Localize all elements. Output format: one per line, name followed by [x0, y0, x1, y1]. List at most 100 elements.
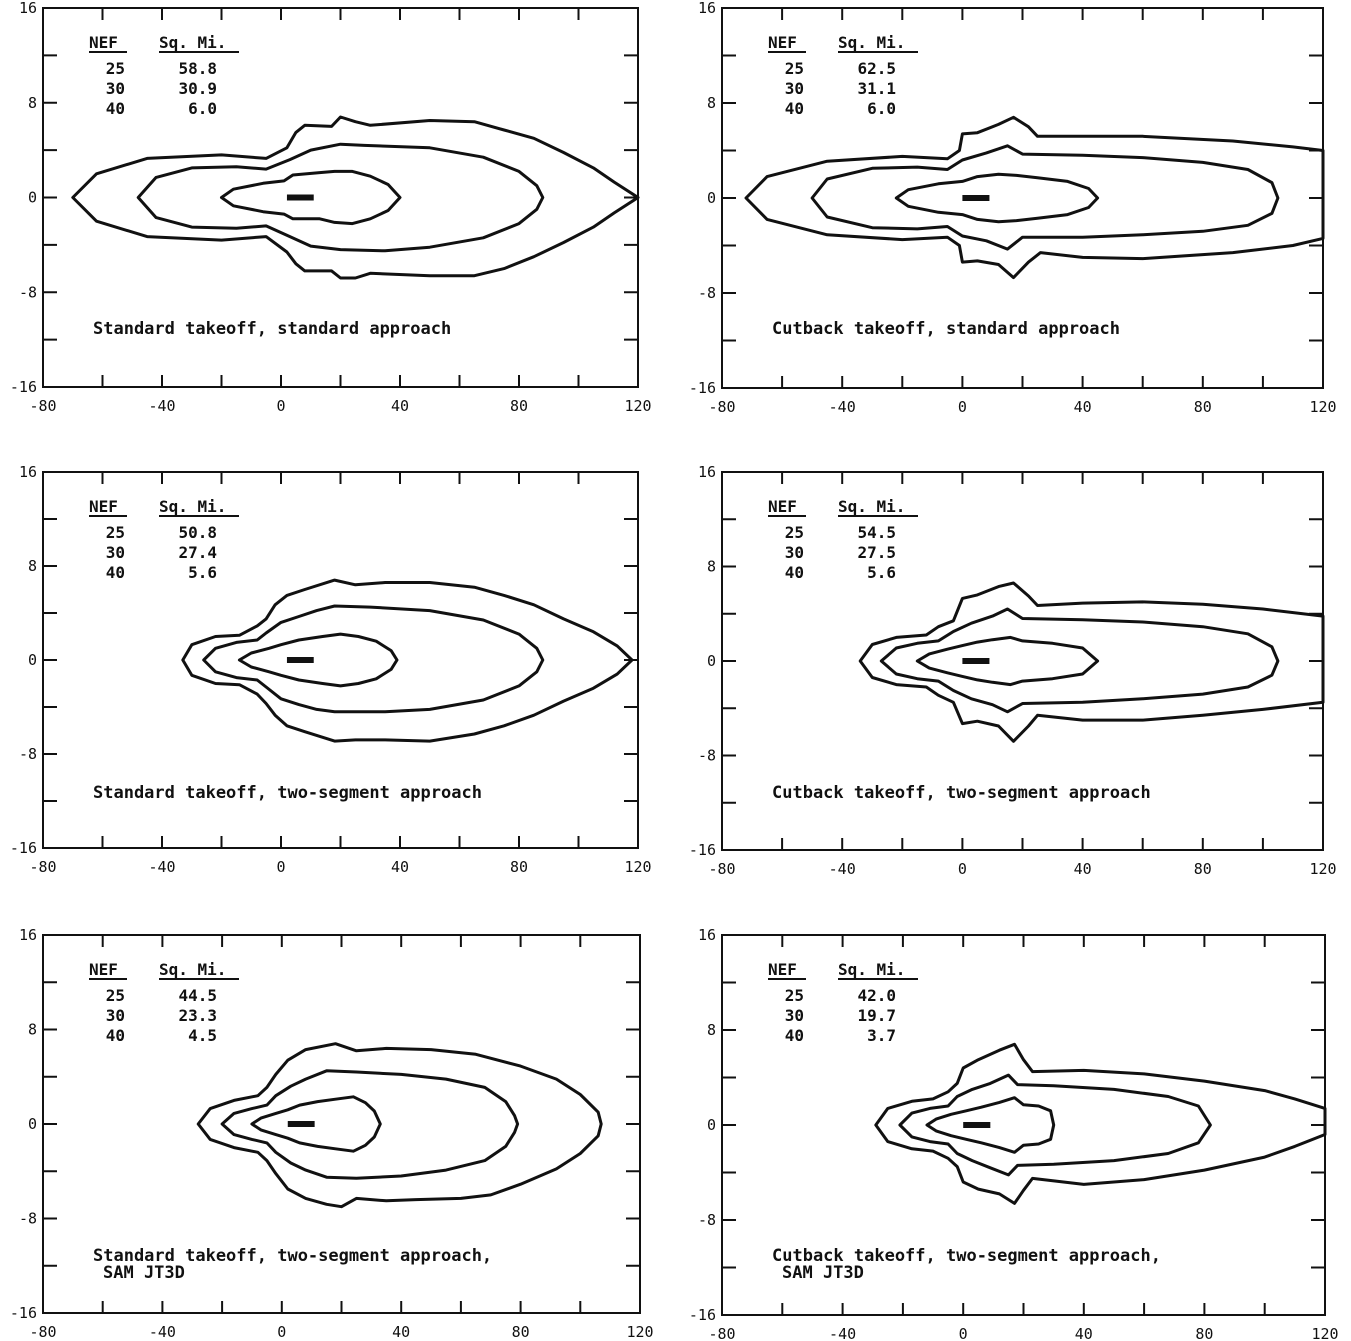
legend-header-area: Sq. Mi. [159, 960, 226, 979]
x-tick-label: -40 [149, 1323, 176, 1341]
x-tick-label: -40 [829, 1325, 856, 1341]
x-tick-label: 0 [958, 860, 967, 878]
x-tick-label: -40 [829, 398, 856, 416]
legend-area-value: 27.4 [178, 543, 217, 562]
x-tick-label: 0 [959, 1325, 968, 1341]
y-tick-label: 0 [28, 1115, 37, 1133]
contour-nef-40 [894, 172, 1100, 224]
y-tick-label: 8 [707, 558, 716, 576]
x-tick-label: 80 [1194, 398, 1212, 416]
legend-area-value: 23.3 [178, 1006, 217, 1025]
x-tick-label: -40 [148, 858, 175, 876]
legend-area-value: 42.0 [857, 986, 896, 1005]
legend-nef-value: 40 [785, 99, 804, 118]
x-tick-label: 120 [1309, 860, 1336, 878]
legend-area-value: 31.1 [857, 79, 896, 98]
contour-nef-40 [250, 1095, 382, 1153]
x-tick-label: 80 [510, 858, 528, 876]
legend-nef-value: 40 [106, 99, 125, 118]
contour-nef-25 [744, 115, 1325, 280]
legend-area-value: 4.5 [188, 1026, 217, 1045]
contour-nef-40 [915, 635, 1100, 687]
x-tick-label: 40 [1075, 1325, 1093, 1341]
legend-area-value: 58.8 [178, 59, 217, 78]
contour-nef-30 [136, 142, 545, 253]
legend-area-value: 27.5 [857, 543, 896, 562]
legend-area-value: 5.6 [188, 563, 217, 582]
panel-caption: Cutback takeoff, two-segment approach, [772, 1246, 1161, 1266]
x-tick-label: -80 [708, 1325, 735, 1341]
legend-header-nef: NEF [768, 33, 797, 52]
x-tick-label: 0 [958, 398, 967, 416]
contour-nef-30 [879, 607, 1280, 714]
y-tick-label: 0 [28, 651, 37, 669]
y-tick-label: 0 [707, 1116, 716, 1134]
y-tick-label: -16 [10, 1304, 37, 1322]
legend-nef-value: 40 [106, 563, 125, 582]
x-tick-label: 40 [392, 1323, 410, 1341]
x-tick-label: -80 [29, 397, 56, 415]
x-tick-label: 120 [624, 397, 651, 415]
x-tick-label: -80 [708, 398, 735, 416]
contour-nef-30 [220, 1069, 520, 1180]
x-tick-label: 40 [391, 397, 409, 415]
x-tick-label: -40 [148, 397, 175, 415]
legend-nef-value: 40 [785, 1026, 804, 1045]
y-tick-label: 0 [28, 189, 37, 207]
legend-nef-value: 30 [785, 1006, 804, 1025]
y-tick-label: -16 [689, 841, 716, 859]
legend-area-value: 50.8 [178, 523, 217, 542]
legend-area-value: 19.7 [857, 1006, 896, 1025]
x-tick-label: 0 [277, 1323, 286, 1341]
y-tick-label: -8 [698, 747, 716, 765]
legend-nef-value: 25 [785, 59, 804, 78]
y-tick-label: -16 [689, 1306, 716, 1324]
y-tick-label: -8 [698, 1211, 716, 1229]
legend-nef-value: 25 [106, 523, 125, 542]
x-tick-label: 120 [624, 858, 651, 876]
legend-area-value: 30.9 [178, 79, 217, 98]
x-tick-label: 0 [276, 858, 285, 876]
x-tick-label: 0 [276, 397, 285, 415]
legend-nef-value: 30 [106, 543, 125, 562]
panel-caption: SAM JT3D [103, 1263, 185, 1283]
x-tick-label: 40 [1074, 860, 1092, 878]
x-tick-label: 40 [391, 858, 409, 876]
contour-nef-30 [898, 1073, 1212, 1177]
panel-caption: SAM JT3D [782, 1263, 864, 1283]
y-tick-label: -16 [689, 379, 716, 397]
contour-nef-40 [925, 1096, 1056, 1154]
contour-nef-30 [202, 604, 545, 714]
legend-header-nef: NEF [89, 497, 118, 516]
x-tick-label: 120 [1309, 398, 1336, 416]
legend-header-area: Sq. Mi. [159, 33, 226, 52]
panel-caption: Standard takeoff, two-segment approach [93, 783, 482, 803]
legend-header-nef: NEF [89, 33, 118, 52]
y-tick-label: 16 [19, 0, 37, 17]
x-tick-label: 120 [626, 1323, 653, 1341]
panel-caption: Cutback takeoff, two-segment approach [772, 783, 1151, 803]
y-tick-label: -16 [10, 378, 37, 396]
legend-header-nef: NEF [89, 960, 118, 979]
y-tick-label: 16 [698, 926, 716, 944]
legend-area-value: 62.5 [857, 59, 896, 78]
legend-header-area: Sq. Mi. [159, 497, 226, 516]
legend-area-value: 44.5 [178, 986, 217, 1005]
y-tick-label: 16 [19, 926, 37, 944]
x-tick-label: 80 [1195, 1325, 1213, 1341]
panel-caption: Standard takeoff, standard approach [93, 319, 451, 339]
y-tick-label: 8 [28, 557, 37, 575]
legend-area-value: 5.6 [867, 563, 896, 582]
contour-nef-30 [810, 144, 1280, 251]
x-tick-label: 80 [512, 1323, 530, 1341]
contour-nef-25 [874, 1042, 1327, 1205]
legend-nef-value: 25 [785, 986, 804, 1005]
x-tick-label: -80 [29, 1323, 56, 1341]
legend-nef-value: 25 [106, 986, 125, 1005]
y-tick-label: -8 [19, 283, 37, 301]
